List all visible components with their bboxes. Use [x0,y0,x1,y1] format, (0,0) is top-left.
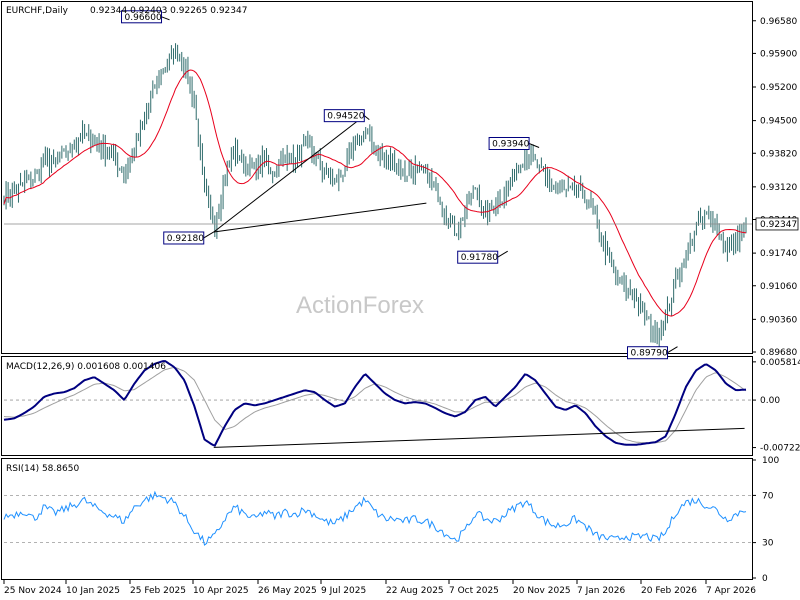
annotation-label: 0.96600 [125,13,162,23]
annotation-box [121,10,163,24]
axis-layer: 0.96580 0.95900 0.95200 0.94500 0.93820 0.931… [3,17,800,596]
annotation-label: 0.93940 [492,139,529,149]
trendline [213,119,360,233]
price-y-tick-label: 0.96580 [760,17,797,27]
price-panel [1,1,753,354]
macd-y-tick-label: 0.00 [760,396,780,406]
annotation-label: 0.89790 [631,349,668,359]
x-tick-label: 25 Feb 2025 [130,586,186,596]
annotation-leader [161,16,170,21]
x-tick-label: 7 Oct 2025 [449,586,499,596]
price-y-tick-label: 0.95200 [760,83,797,93]
symbol-title: EURCHF,Daily [6,6,69,16]
annotation-leader [667,346,678,354]
price-annotation: 0.91780 [457,250,508,264]
price-y-tick-label: 0.94500 [760,117,797,127]
price-layer: 0.96600 0.92180 0.94520 0.93940 0.91780 0.897… [3,10,752,360]
x-tick-label: 10 Apr 2025 [193,586,249,596]
annotation-label: 0.94520 [327,112,364,122]
annotation-leader [497,250,508,258]
watermark: ActionForex [296,292,424,319]
x-tick-label: 20 Feb 2026 [641,586,697,596]
moving-average-line [3,69,747,317]
macd-layer [3,360,752,448]
price-y-tick-label: 0.91740 [760,249,797,259]
trendline [213,202,427,233]
annotation-box [457,250,499,264]
annotation-label: 0.92180 [167,234,204,244]
price-y-tick-label: 0.89680 [760,348,797,358]
annotation-label: 0.91780 [461,253,498,263]
annotation-leader [363,115,370,121]
macd-y-tick-label: -0.007222 [760,444,800,454]
macd-line [3,360,747,447]
annotation-box [323,109,365,123]
macd-trendline [213,427,745,448]
rsi-title: RSI(14) 58.8650 [6,464,79,474]
rsi-y-tick-label: 30 [762,539,774,549]
annotation-box [627,346,669,360]
macd-title: MACD(12,26,9) 0.001608 0.001406 [6,362,166,372]
price-annotation: 0.93940 [488,136,540,150]
price-annotation: 0.94520 [323,109,370,123]
x-tick-label: 20 Nov 2025 [513,586,571,596]
x-tick-label: 9 Jul 2025 [321,586,366,596]
price-y-tick-label: 0.95900 [760,49,797,59]
x-tick-label: 26 May 2025 [258,586,317,596]
x-tick-label: 22 Aug 2025 [386,586,444,596]
price-y-tick-label: 0.93820 [760,149,797,159]
price-y-tick-label: 0.91060 [760,282,797,292]
annotation-leader [203,231,215,239]
x-tick-label: 10 Jan 2025 [66,586,120,596]
price-annotation: 0.92180 [163,231,215,245]
rsi-y-tick-label: 100 [762,456,779,466]
macd-y-tick-label: 0.005814 [760,358,800,368]
price-annotation: 0.96600 [121,10,170,24]
price-annotation: 0.89790 [627,346,678,360]
ohlc-readout: 0.92344 0.92403 0.92265 0.92347 [90,6,247,16]
x-tick-label: 25 Nov 2024 [4,586,62,596]
price-y-tick-label: 0.93120 [760,183,797,193]
current-price-label: 0.92347 [760,220,797,230]
annotation-box [488,136,530,150]
current-price-tag [755,217,799,231]
rsi-panel [1,458,753,580]
macd-panel [1,356,753,456]
rsi-line [3,490,747,546]
rsi-layer [3,490,752,546]
rsi-y-tick-label: 0 [762,574,768,584]
price-y-tick-label: 0.90360 [760,315,797,325]
x-tick-label: 7 Jan 2026 [577,586,625,596]
x-tick-label: 7 Apr 2026 [706,586,756,596]
annotation-leader [528,143,540,148]
annotation-box [163,231,205,245]
rsi-y-tick-label: 70 [762,491,774,501]
